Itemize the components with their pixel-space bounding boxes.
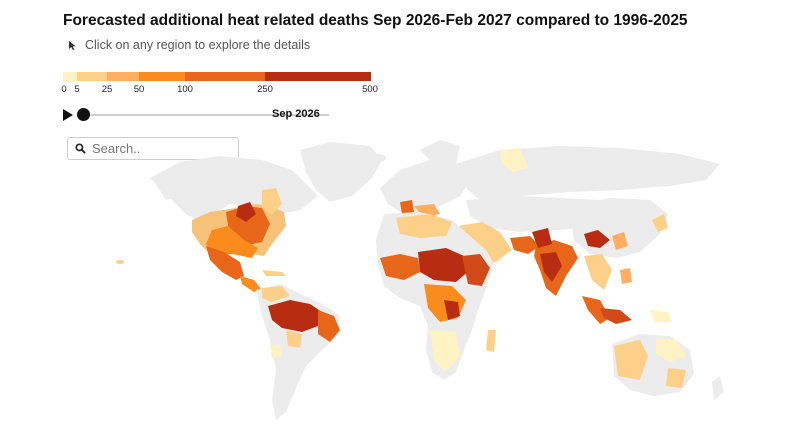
- region-sahel-west[interactable]: [380, 254, 420, 280]
- legend-swatch-25-50: [107, 72, 139, 81]
- region-caribbean[interactable]: [262, 270, 286, 276]
- region-pakistan[interactable]: [532, 228, 552, 248]
- legend-labels: 0 5 25 50 100 250 500: [61, 84, 383, 96]
- legend-label: 50: [133, 84, 145, 95]
- region-central-america[interactable]: [240, 276, 262, 292]
- region-papua[interactable]: [650, 310, 672, 322]
- region-iceland[interactable]: [370, 154, 386, 162]
- region-indonesia-east[interactable]: [600, 308, 632, 324]
- region-usa-south[interactable]: [206, 226, 258, 258]
- region-alaska[interactable]: [152, 166, 186, 200]
- legend-label: 250: [257, 84, 273, 95]
- region-hawaii[interactable]: [116, 260, 124, 264]
- region-usa-east[interactable]: [262, 188, 282, 214]
- legend-label: 100: [177, 84, 193, 95]
- region-russia[interactable]: [456, 146, 720, 200]
- page-title: Forecasted additional heat related death…: [63, 12, 688, 29]
- region-china-east[interactable]: [612, 232, 628, 250]
- region-mediterranean[interactable]: [414, 204, 440, 218]
- legend-swatch-250-500: [265, 72, 371, 81]
- cursor-icon: [68, 40, 76, 50]
- region-siberia-north[interactable]: [500, 148, 528, 172]
- region-southern-africa[interactable]: [430, 330, 460, 372]
- time-player: Sep 2026: [63, 106, 343, 124]
- region-china-south[interactable]: [584, 230, 610, 248]
- legend-swatch-0-5: [63, 72, 77, 81]
- region-usa-texas[interactable]: [236, 202, 256, 222]
- region-greenland[interactable]: [300, 142, 382, 202]
- region-philippines[interactable]: [620, 268, 632, 284]
- current-date-label: Sep 2026: [272, 108, 320, 120]
- legend-label: 0: [61, 84, 67, 95]
- region-australia-north[interactable]: [656, 338, 686, 362]
- time-slider-thumb[interactable]: [77, 108, 90, 121]
- search-box[interactable]: [67, 137, 239, 160]
- region-scandinavia[interactable]: [420, 140, 460, 168]
- legend-swatch-5-25: [77, 72, 107, 81]
- region-north-africa[interactable]: [396, 214, 452, 238]
- legend-label: 500: [362, 84, 378, 95]
- region-indonesia-west[interactable]: [582, 296, 610, 324]
- legend-swatch-50-100: [139, 72, 185, 81]
- region-congo[interactable]: [444, 300, 460, 320]
- region-new-zealand[interactable]: [712, 376, 724, 400]
- region-iberia[interactable]: [400, 200, 414, 214]
- hint-text: Click on any region to explore the detai…: [85, 38, 311, 52]
- region-madagascar[interactable]: [486, 330, 496, 352]
- region-australia-east[interactable]: [666, 368, 686, 388]
- region-india-north[interactable]: [540, 252, 562, 282]
- region-gulf[interactable]: [510, 236, 540, 254]
- color-legend: [63, 72, 371, 81]
- search-icon: [75, 143, 86, 154]
- region-sahel-central[interactable]: [418, 248, 470, 282]
- legend-label: 25: [101, 84, 113, 95]
- region-korea-japan[interactable]: [652, 214, 668, 232]
- region-mexico[interactable]: [206, 246, 244, 280]
- region-venezuela[interactable]: [262, 286, 290, 302]
- region-australia-west[interactable]: [614, 340, 648, 380]
- region-east-africa[interactable]: [462, 254, 490, 286]
- region-europe[interactable]: [380, 160, 470, 214]
- region-indochina[interactable]: [584, 254, 612, 290]
- region-bolivia[interactable]: [286, 330, 302, 348]
- region-brazil-north[interactable]: [268, 300, 322, 332]
- search-input[interactable]: [92, 141, 232, 156]
- legend-swatch-100-250: [185, 72, 265, 81]
- legend-label: 5: [74, 84, 80, 95]
- play-button[interactable]: [63, 109, 73, 121]
- region-paraguay[interactable]: [270, 344, 282, 358]
- time-slider-track[interactable]: [83, 114, 329, 116]
- hint: Click on any region to explore the detai…: [68, 38, 310, 52]
- region-brazil-east[interactable]: [318, 310, 340, 342]
